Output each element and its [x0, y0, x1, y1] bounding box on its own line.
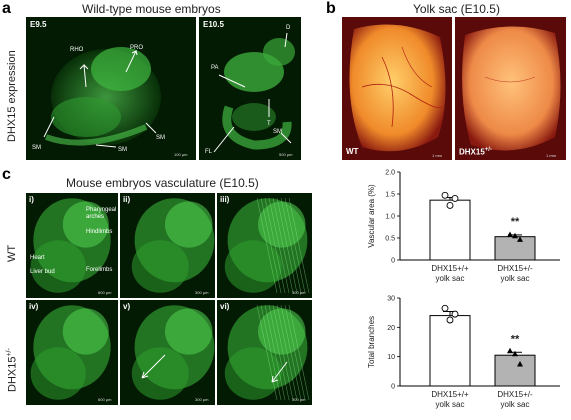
tile-scale-4: 600 μm — [98, 397, 112, 402]
embryo-e9-5-image: E9.5 RHO PRO SM SM SM 100 μm — [26, 17, 196, 160]
data-point — [441, 191, 449, 199]
panel-a-letter: a — [2, 0, 11, 17]
y-axis-label: Total branches — [367, 316, 376, 368]
row-wt-label: WT — [6, 244, 18, 262]
vasculature-tile-4: iv) 600 μm — [26, 300, 118, 405]
y-tick-label: 1.5 — [385, 192, 395, 199]
yolk-sac-wt-image: WT 1 mm — [342, 17, 452, 160]
data-point — [441, 304, 449, 312]
data-point — [446, 201, 454, 209]
annotation-hindlimbs: Hindlimbs — [86, 229, 113, 235]
bar-2 — [494, 236, 536, 261]
y-tick-label: 20 — [387, 325, 395, 332]
y-tick-label: 0.5 — [385, 236, 395, 243]
label-sm-3: SM — [156, 135, 165, 141]
label-t: T — [267, 121, 271, 127]
tile-label-2: ii) — [123, 195, 131, 204]
vasculature-tile-3: iii) 300 μm — [217, 193, 312, 298]
scale-bar-a2: 500 μm — [279, 152, 293, 157]
category-label: yolk sac — [436, 400, 465, 409]
panel-a-ylabel: DHX15 expression — [6, 50, 18, 142]
data-point — [451, 194, 459, 202]
tile-label-6: vi) — [220, 302, 230, 311]
significance-marker: ** — [511, 333, 520, 345]
data-point — [512, 232, 518, 239]
stage-e9-5-label: E9.5 — [30, 20, 47, 29]
bar-2 — [494, 354, 536, 387]
y-tick-label: 10 — [387, 354, 395, 361]
tile-scale-3: 300 μm — [292, 290, 306, 295]
row-mutant-label: DHX15+/- — [6, 348, 19, 392]
data-point — [507, 347, 513, 354]
scale-bar-b1: 1 mm — [432, 153, 442, 158]
data-point — [517, 236, 523, 242]
data-point — [451, 310, 459, 318]
stage-e10-5-label: E10.5 — [203, 20, 224, 29]
label-d: D — [286, 25, 291, 31]
vasculature-tile-5: v) 300 μm — [120, 300, 215, 405]
yolk-sac-mutant-image: DHX15+/- 1 mm — [455, 17, 566, 160]
label-pro: PRO — [130, 45, 144, 51]
category-label: yolk sac — [436, 274, 465, 283]
annotation-liver-bud: Liver bud — [30, 269, 55, 275]
y-axis-label: Vascular area (%) — [367, 184, 376, 248]
category-label: DHX15+/+ — [431, 264, 469, 273]
vasculature-tile-2: ii) 300 μm — [120, 193, 215, 298]
significance-marker: ** — [511, 216, 520, 228]
tile-label-4: iv) — [29, 302, 39, 311]
tile-scale-6: 300 μm — [292, 397, 306, 402]
bar-1 — [429, 315, 471, 387]
tile-label-5: v) — [123, 302, 131, 311]
panel-c-title: Mouse embryos vasculature (E10.5) — [66, 176, 259, 190]
category-label: DHX15+/+ — [431, 390, 469, 399]
data-point — [512, 350, 518, 357]
y-tick-label: 0 — [391, 384, 395, 391]
data-point — [446, 316, 454, 324]
tile-label-3: iii) — [220, 195, 230, 204]
panel-b-letter: b — [326, 0, 336, 17]
scale-bar-a1: 100 μm — [174, 152, 188, 157]
label-sm-1: SM — [32, 145, 41, 151]
label-pa: PA — [211, 65, 219, 71]
annotation-heart: Heart — [30, 255, 45, 261]
y-tick-label: 1.0 — [385, 214, 395, 221]
label-rho: RHO — [70, 47, 84, 53]
label-fl: FL — [205, 149, 213, 155]
tile-scale-5: 300 μm — [195, 397, 209, 402]
y-tick-label: 0 — [391, 258, 395, 265]
annotation-forelimbs: Forelimbs — [86, 267, 113, 273]
data-point — [507, 231, 513, 237]
mutant-label: DHX15+/- — [459, 147, 492, 157]
annotation-pharyngeal-arches: Pharyngeal arches — [86, 207, 117, 220]
scale-bar-b2: 1 mm — [546, 153, 556, 158]
y-tick-label: 30 — [387, 296, 395, 303]
data-point — [517, 361, 523, 367]
panel-b-title: Yolk sac (E10.5) — [413, 2, 500, 16]
label-sm-2: SM — [118, 147, 127, 153]
y-tick-label: 2.0 — [385, 170, 395, 177]
category-label: DHX15+/- — [497, 264, 533, 273]
wt-label: WT — [346, 147, 359, 156]
label-sm: SM — [273, 129, 282, 135]
bar-1 — [429, 199, 471, 261]
category-label: yolk sac — [501, 274, 530, 283]
panel-a-title: Wild-type mouse embryos — [82, 2, 221, 16]
tile-label-1: i) — [29, 195, 34, 204]
tile-scale-2: 300 μm — [195, 290, 209, 295]
embryo-e10-5-image: E10.5 D PA T SM FL 500 μm — [199, 17, 301, 160]
vasculature-tile-1: i) 600 μm Pharyngeal arches Hindlimbs Heart L… — [26, 193, 118, 298]
tile-scale-1: 600 μm — [98, 290, 112, 295]
category-label: yolk sac — [501, 400, 530, 409]
category-label: DHX15+/- — [497, 390, 533, 399]
panel-c-letter: c — [2, 166, 11, 183]
vasculature-tile-6: vi) 300 μm — [217, 300, 312, 405]
